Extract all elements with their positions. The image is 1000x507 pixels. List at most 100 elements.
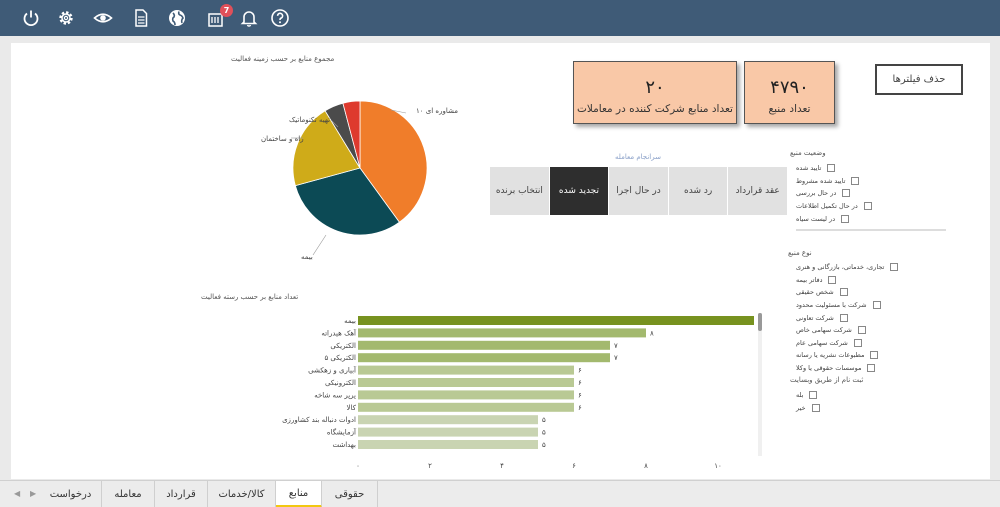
x-tick-label: ۸ [644,462,648,470]
globe-icon[interactable] [166,7,188,29]
bar[interactable] [358,427,538,437]
tab-scroll-left-icon[interactable]: ◀ [14,489,21,498]
checkbox[interactable] [872,301,881,310]
checkbox[interactable] [839,313,848,322]
bar-value-label: ۵ [542,416,546,424]
website-registration-title: ثبت نام از طریق وبسایت [790,376,864,384]
source-status-option[interactable]: تایید شده [796,162,946,175]
bar-category-label: آهک هیدراته [321,328,357,337]
deal-outcome-contract[interactable]: عقد قرارداد [727,167,787,215]
source-type-option[interactable]: دفاتر بیمه [796,274,946,287]
checkbox[interactable] [811,403,820,412]
settings-icon[interactable] [55,7,77,29]
checkbox[interactable] [857,326,866,335]
tab-legal[interactable]: حقوقی [322,481,378,507]
website-registration-option[interactable]: خیر [796,402,946,415]
bar[interactable] [358,328,646,338]
tab-scroll-right-icon[interactable]: ▶ [30,489,37,498]
pie-slice-label: تهیه تکنوماتیک [289,116,330,124]
kpi-total-sources: ۴۷۹۰ تعداد منبع [744,61,835,124]
website-registration-option[interactable]: بله [796,389,946,402]
pie-slice[interactable] [359,100,428,223]
source-status-option[interactable]: در حال تکمیل اطلاعات [796,200,946,213]
bar-category-label: کالا [347,404,357,412]
bar[interactable] [358,353,610,363]
notification-badge: 7 [220,4,233,17]
checkbox[interactable] [863,202,872,211]
checkbox[interactable] [851,176,860,185]
bar-category-label: الکتریکی [330,342,356,350]
deal-outcome-in-progress[interactable]: در حال اجرا [608,167,668,215]
checkbox[interactable] [828,275,837,284]
checkbox[interactable] [809,391,818,400]
checkbox[interactable] [870,351,879,360]
source-status-title: وضعیت منبع [790,149,826,157]
checkbox[interactable] [827,164,836,173]
bar-value-label: ۷ [614,342,618,350]
deal-outcome-winner[interactable]: انتخاب برنده [489,167,549,215]
bar[interactable] [358,316,754,325]
deal-outcome-renewed[interactable]: تجدید شده [548,167,609,215]
source-status-slicer: تایید شده تایید شده مشروط در حال بررسی د… [796,162,946,225]
pie-slice[interactable] [292,110,361,187]
source-status-scrollbar[interactable] [796,229,946,231]
checkbox[interactable] [867,364,876,373]
bar[interactable] [358,402,574,412]
power-icon[interactable] [20,7,42,29]
source-type-option[interactable]: موسسات حقوقی یا وکلا [796,362,946,375]
source-type-option[interactable]: تجاری، خدماتی، بازرگانی و هنری [796,261,946,274]
source-type-option[interactable]: مطبوعات نشریه یا رسانه [796,349,946,362]
source-status-option[interactable]: تایید شده مشروط [796,175,946,188]
tab-request[interactable]: درخواست [40,481,102,507]
source-type-option[interactable]: شرکت با مسئولیت محدود [796,299,946,312]
pie-slice-label: بیمه [301,253,313,261]
tab-contract[interactable]: قرارداد [155,481,208,507]
page-tabs: ◀ ▶ حقوقی منابع کالا/خدمات قرارداد معامل… [0,480,1000,507]
help-icon[interactable] [269,7,291,29]
bar-category-label: پرپر سه شاخه [314,391,356,399]
checkbox[interactable] [853,338,862,347]
bar-chart-scroll-thumb[interactable] [758,313,762,331]
checkbox[interactable] [842,189,851,198]
pie-leader-line [390,109,407,114]
activity-category-bar-chart[interactable]: بیمه آهک هیدراته ۸ الکتریکی ۷ الکتریکی ۵ ۷ آبیا… [201,305,771,473]
bar[interactable] [358,340,610,350]
source-type-option[interactable]: شرکت سهامی عام [796,337,946,350]
bar[interactable] [358,365,574,375]
bar-chart-scroll-track[interactable] [758,313,762,456]
source-status-option[interactable]: در حال بررسی [796,187,946,200]
source-type-option[interactable]: شرکت سهامی خاص [796,324,946,337]
tab-sources[interactable]: منابع [276,481,322,507]
eye-icon[interactable] [92,7,114,29]
bar[interactable] [358,415,538,425]
top-toolbar: 7 [0,0,1000,36]
x-tick-label: ۰ [356,462,360,470]
checkbox[interactable] [839,288,848,297]
kpi-total-value: ۴۷۹۰ [770,77,809,98]
bar[interactable] [358,440,538,449]
bar[interactable] [358,390,574,400]
kpi-total-label: تعداد منبع [768,103,811,115]
clear-filters-button[interactable]: حذف فیلترها [875,64,963,95]
checkbox[interactable] [890,263,899,272]
pie-slice[interactable] [294,167,400,236]
notifications-list-icon[interactable]: 7 [205,4,233,29]
pie-leader-line [312,234,327,256]
deal-outcome-rejected[interactable]: رد شده [667,167,728,215]
activity-field-pie-chart[interactable]: مشاوره ای ۱۰ بیمه راه و ساختمان تهیه تکنوما… [231,65,471,265]
bar-value-label: ۶ [578,367,582,375]
pie-slice[interactable] [342,100,361,169]
source-type-option[interactable]: شرکت تعاونی [796,311,946,324]
tab-deal[interactable]: معامله [102,481,155,507]
document-icon[interactable] [130,7,152,29]
x-tick-label: ۲ [428,462,432,470]
bar-category-label: ادوات دنباله بند کشاورزی [282,416,356,424]
bell-icon[interactable] [238,7,260,29]
bar-value-label: ۸ [650,329,654,337]
bar[interactable] [358,378,574,387]
source-status-option[interactable]: در لیست سیاه [796,212,946,225]
tab-goods-services[interactable]: کالا/خدمات [208,481,276,507]
source-type-option[interactable]: شخص حقیقی [796,286,946,299]
checkbox[interactable] [841,214,850,223]
deal-outcome-slicer: عقد قرارداد رد شده در حال اجرا تجدید شده… [489,167,787,215]
